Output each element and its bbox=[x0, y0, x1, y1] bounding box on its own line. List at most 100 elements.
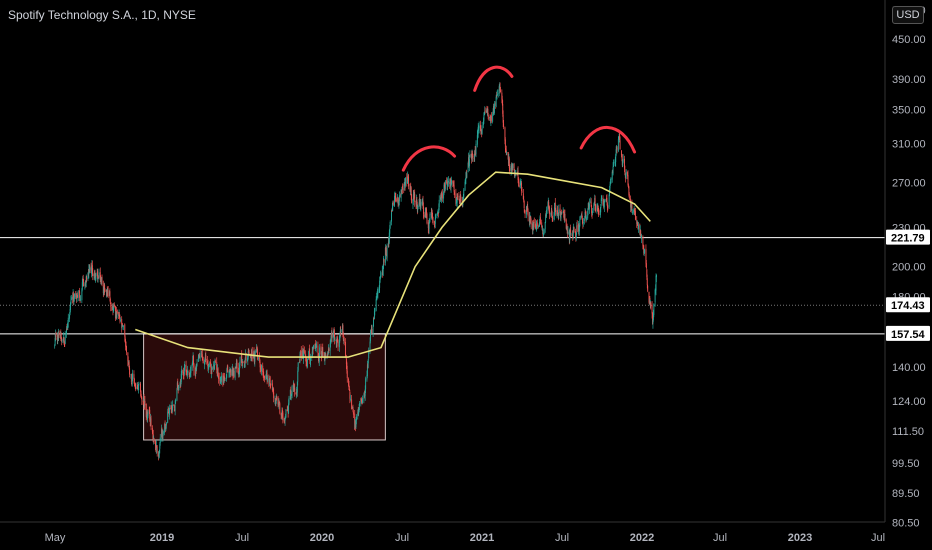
candle-775 bbox=[529, 212, 531, 228]
candle-448 bbox=[328, 347, 330, 353]
candle-668 bbox=[463, 188, 465, 200]
candle-348 bbox=[267, 375, 268, 383]
candle-483 bbox=[349, 394, 351, 402]
pattern-arc-2 bbox=[579, 125, 637, 154]
candles bbox=[54, 82, 657, 461]
candle-215 bbox=[186, 369, 187, 374]
candle-628 bbox=[438, 195, 440, 211]
candle-83 bbox=[104, 288, 106, 292]
candle-800 bbox=[544, 221, 546, 233]
candle-588 bbox=[414, 189, 416, 207]
candle-119 bbox=[127, 352, 129, 367]
moving-average-line bbox=[135, 171, 651, 358]
candle-283 bbox=[227, 364, 229, 373]
candle-799 bbox=[544, 228, 546, 235]
candle-938 bbox=[628, 192, 630, 200]
candle-78 bbox=[101, 274, 103, 287]
candle-403 bbox=[300, 346, 302, 361]
candle-817 bbox=[554, 197, 556, 212]
candle-893 bbox=[601, 195, 603, 202]
level-label-1: 174.43 bbox=[891, 300, 925, 312]
level-label-2: 157.54 bbox=[891, 329, 926, 341]
y-tick-label-10: 270.00 bbox=[892, 177, 926, 189]
candle-723 bbox=[497, 89, 498, 96]
candle-310 bbox=[244, 363, 246, 368]
candle-633 bbox=[441, 189, 443, 202]
candle-641 bbox=[447, 177, 448, 191]
candle-298 bbox=[236, 359, 238, 373]
candle-26 bbox=[70, 301, 71, 313]
candle-782 bbox=[533, 221, 535, 230]
candle-335 bbox=[259, 359, 261, 373]
candle-793 bbox=[539, 213, 541, 225]
candle-892 bbox=[600, 194, 602, 206]
candle-433 bbox=[319, 344, 321, 357]
candle-965 bbox=[645, 259, 647, 269]
candle-756 bbox=[517, 166, 519, 184]
candle-833 bbox=[564, 209, 566, 222]
candle-541 bbox=[385, 245, 387, 256]
candle-725 bbox=[498, 84, 500, 97]
candle-109 bbox=[121, 316, 123, 333]
candle-177 bbox=[162, 429, 164, 442]
x-tick-label-9: 2023 bbox=[788, 532, 812, 544]
candle-653 bbox=[454, 190, 456, 198]
candle-108 bbox=[119, 317, 121, 323]
candle-908 bbox=[610, 177, 612, 184]
candle-172 bbox=[159, 441, 161, 454]
candle-338 bbox=[260, 364, 262, 376]
candle-171 bbox=[158, 449, 160, 458]
candle-583 bbox=[411, 193, 413, 204]
candle-268 bbox=[218, 372, 219, 384]
candle-493 bbox=[356, 414, 357, 425]
candle-123 bbox=[129, 365, 131, 378]
candle-107 bbox=[119, 314, 121, 324]
candle-681 bbox=[471, 149, 473, 162]
candle-463 bbox=[337, 339, 339, 352]
candle-243 bbox=[202, 356, 204, 364]
candle-339 bbox=[262, 362, 264, 376]
candle-378 bbox=[285, 409, 287, 419]
candle-484 bbox=[351, 394, 353, 410]
candle-16 bbox=[63, 340, 65, 347]
candle-13 bbox=[61, 338, 63, 344]
candle-173 bbox=[159, 433, 161, 446]
candle-307 bbox=[242, 358, 244, 369]
candle-508 bbox=[365, 376, 367, 394]
candle-362 bbox=[275, 393, 277, 404]
candle-451 bbox=[330, 335, 332, 344]
candle-813 bbox=[552, 216, 554, 222]
candle-915 bbox=[615, 153, 617, 167]
candle-688 bbox=[475, 140, 477, 158]
candle-63 bbox=[92, 268, 94, 281]
candle-130 bbox=[133, 377, 135, 387]
y-tick-label-13: 390.00 bbox=[892, 74, 926, 86]
candle-823 bbox=[558, 204, 560, 219]
candle-946 bbox=[634, 208, 636, 216]
candle-363 bbox=[276, 395, 278, 401]
candle-806 bbox=[548, 199, 550, 210]
candle-70 bbox=[97, 268, 99, 283]
candle-562 bbox=[398, 200, 400, 209]
candle-148 bbox=[144, 396, 146, 410]
candle-82 bbox=[104, 283, 106, 296]
candle-210 bbox=[183, 367, 184, 380]
candle-648 bbox=[451, 176, 452, 186]
candle-691 bbox=[477, 123, 479, 138]
candle-328 bbox=[254, 349, 256, 356]
candle-31 bbox=[73, 291, 74, 306]
candle-371 bbox=[281, 407, 283, 420]
currency-button[interactable]: USD bbox=[892, 6, 924, 24]
candle-713 bbox=[490, 112, 492, 123]
candle-248 bbox=[205, 358, 207, 365]
candle-414 bbox=[308, 351, 310, 360]
candle-93 bbox=[110, 302, 112, 311]
candle-865 bbox=[584, 208, 586, 219]
candle-763 bbox=[521, 186, 523, 193]
candle-125 bbox=[130, 373, 132, 385]
candle-428 bbox=[316, 341, 318, 349]
candle-707 bbox=[487, 106, 489, 116]
candle-434 bbox=[320, 343, 322, 356]
candle-33 bbox=[73, 293, 75, 302]
